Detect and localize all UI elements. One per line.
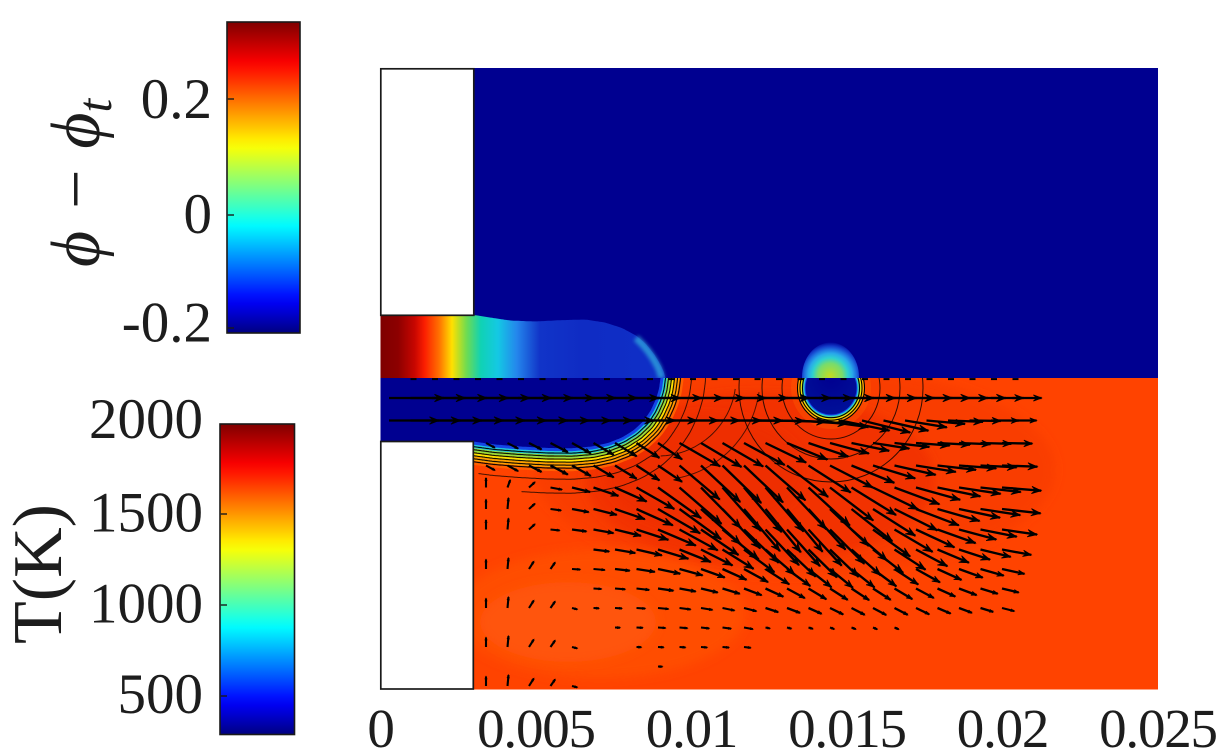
svg-text:T(K): T(K) [0, 504, 77, 644]
svg-text:2000: 2000 [89, 388, 203, 451]
svg-text:0: 0 [184, 183, 213, 246]
svg-text:0.02: 0.02 [957, 698, 1048, 749]
svg-text:-0.2: -0.2 [122, 292, 212, 355]
svg-text:0.01: 0.01 [646, 698, 737, 749]
svg-text:ϕ − ϕt: ϕ − ϕt [38, 97, 122, 267]
svg-text:1000: 1000 [89, 573, 203, 636]
svg-text:0.025: 0.025 [1099, 698, 1217, 749]
svg-text:1500: 1500 [89, 482, 203, 545]
svg-text:0.015: 0.015 [788, 698, 906, 749]
svg-text:500: 500 [118, 663, 204, 726]
svg-text:0: 0 [367, 698, 393, 749]
svg-text:0.2: 0.2 [141, 68, 212, 131]
svg-text:0.005: 0.005 [477, 698, 595, 749]
